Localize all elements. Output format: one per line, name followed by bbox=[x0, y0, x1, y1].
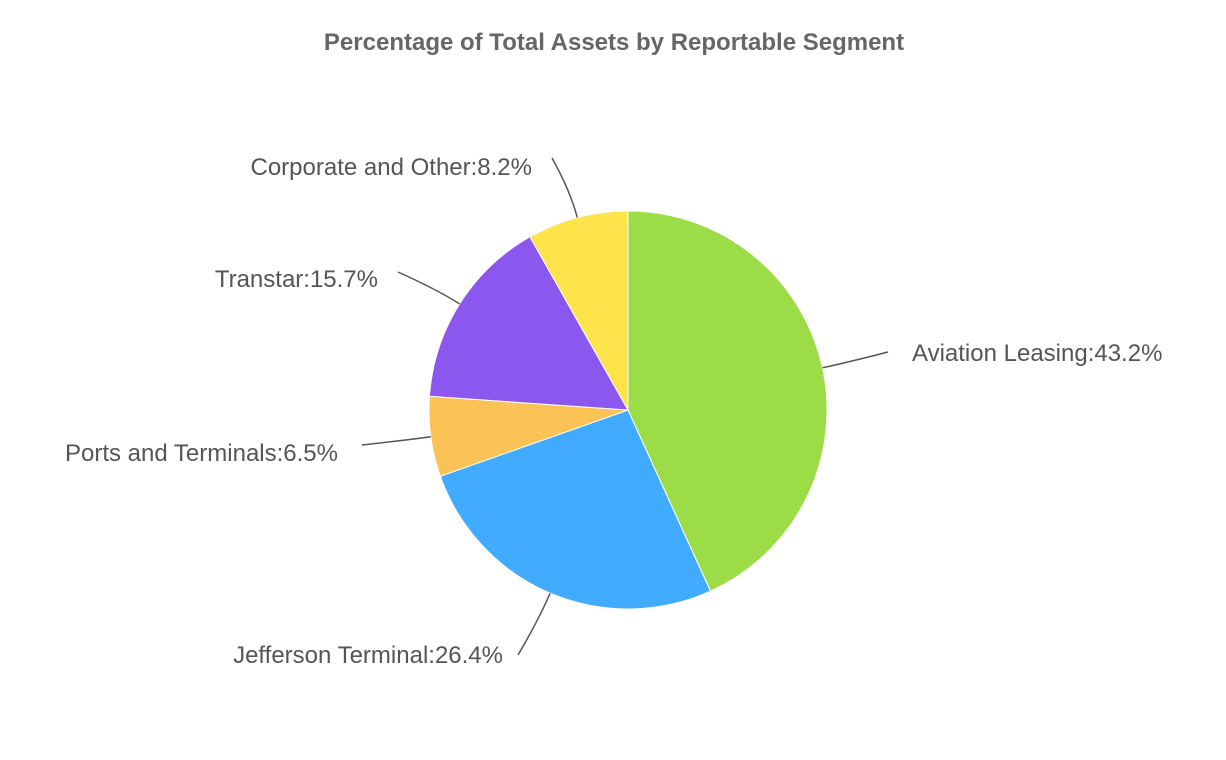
leader-line-corporate-and-other bbox=[551, 157, 579, 218]
leader-line-jefferson-terminal bbox=[517, 592, 551, 656]
chart-title: Percentage of Total Assets by Reportable… bbox=[324, 29, 904, 56]
leader-lines bbox=[361, 157, 889, 656]
leader-line-ports-and-terminals bbox=[361, 436, 431, 446]
pie-slice-jefferson-terminal bbox=[439, 409, 712, 610]
leader-line-transtar bbox=[397, 271, 461, 305]
pie-slice-corporate-and-other bbox=[529, 210, 629, 412]
leader-line-aviation-leasing bbox=[822, 351, 889, 369]
slice-label-transtar: Transtar:15.7% bbox=[215, 266, 378, 293]
pie-slices bbox=[428, 210, 828, 610]
slice-label-aviation-leasing: Aviation Leasing:43.2% bbox=[912, 340, 1162, 367]
slice-label-ports-and-terminals: Ports and Terminals:6.5% bbox=[65, 440, 338, 467]
slice-labels: Aviation Leasing:43.2% Jefferson Terminal… bbox=[65, 154, 1162, 669]
slice-label-jefferson-terminal: Jefferson Terminal:26.4% bbox=[233, 642, 503, 669]
slice-label-corporate-and-other: Corporate and Other:8.2% bbox=[251, 154, 533, 181]
pie-slice-transtar bbox=[428, 236, 629, 411]
